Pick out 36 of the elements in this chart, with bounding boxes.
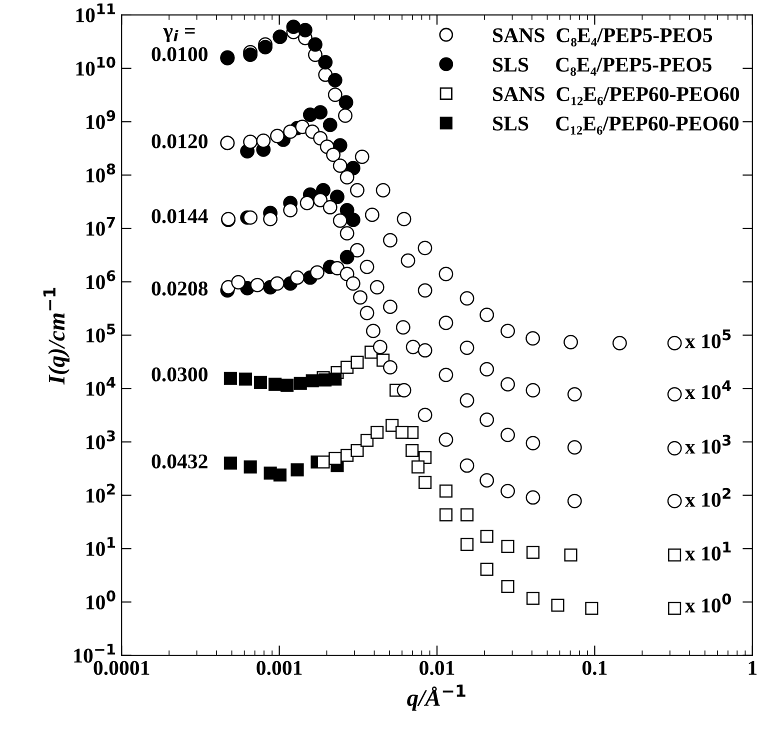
- legend-label: SLS C₁₂E₆/PEP60-PEO60: [493, 116, 739, 135]
- x-tick-label: 1: [748, 660, 757, 675]
- annotation: 0.0208: [152, 282, 208, 296]
- y-tick-label: 10$^{11}$: [76, 3, 115, 22]
- annotation: x 10$^{4}$: [684, 380, 732, 400]
- annotation: x 10$^{1}$: [684, 542, 731, 561]
- y-tick-label: 10$^{1}$: [86, 537, 116, 556]
- annotation: x 10$^{0}$: [684, 594, 732, 613]
- y-tick-label: 10$^{8}$: [86, 163, 116, 182]
- annotation: 0.0100: [152, 47, 208, 62]
- x-axis-title: q/Å$^{−1}$: [407, 684, 466, 711]
- annotation: 0.0144: [152, 209, 208, 224]
- y-tick-label: 10$^{4}$: [86, 377, 116, 396]
- legend-label: SANS C₈E₄/PEP5-PEO5: [493, 28, 712, 46]
- annotation: x 10$^{5}$: [684, 329, 731, 348]
- legend-label: SANS C₁₂E₆/PEP60-PEO60: [493, 87, 740, 106]
- annotation: 0.0300: [152, 367, 208, 382]
- annotation: γ$_{i}$ =: [163, 28, 195, 42]
- y-axis-title: I(q)/cm$^{−1}$: [43, 288, 70, 385]
- x-tick-label: 0.001: [256, 660, 302, 675]
- legend-label: SLS C₈E₄/PEP5-PEO5: [493, 58, 712, 76]
- annotation: 0.0432: [152, 454, 208, 469]
- y-tick-label: 10$^{6}$: [86, 270, 116, 290]
- x-tick-label: 0.01: [420, 660, 454, 675]
- y-tick-label: 10$^{3}$: [86, 430, 115, 450]
- y-tick-label: 10$^{9}$: [86, 110, 116, 130]
- y-tick-label: 10$^{2}$: [86, 484, 115, 503]
- x-tick-label: 0.0001: [94, 660, 150, 675]
- y-tick-label: 10$^{5}$: [86, 324, 116, 342]
- annotation: x 10$^{2}$: [684, 488, 730, 507]
- annotation: 0.0120: [152, 134, 208, 148]
- y-tick-label: 10$^{10}$: [76, 56, 116, 76]
- y-tick-label: 10$^{7}$: [86, 216, 115, 236]
- x-tick-label: 0.1: [582, 660, 607, 675]
- y-tick-label: 10$^{0}$: [86, 590, 116, 610]
- annotation: x 10$^{3}$: [684, 434, 731, 454]
